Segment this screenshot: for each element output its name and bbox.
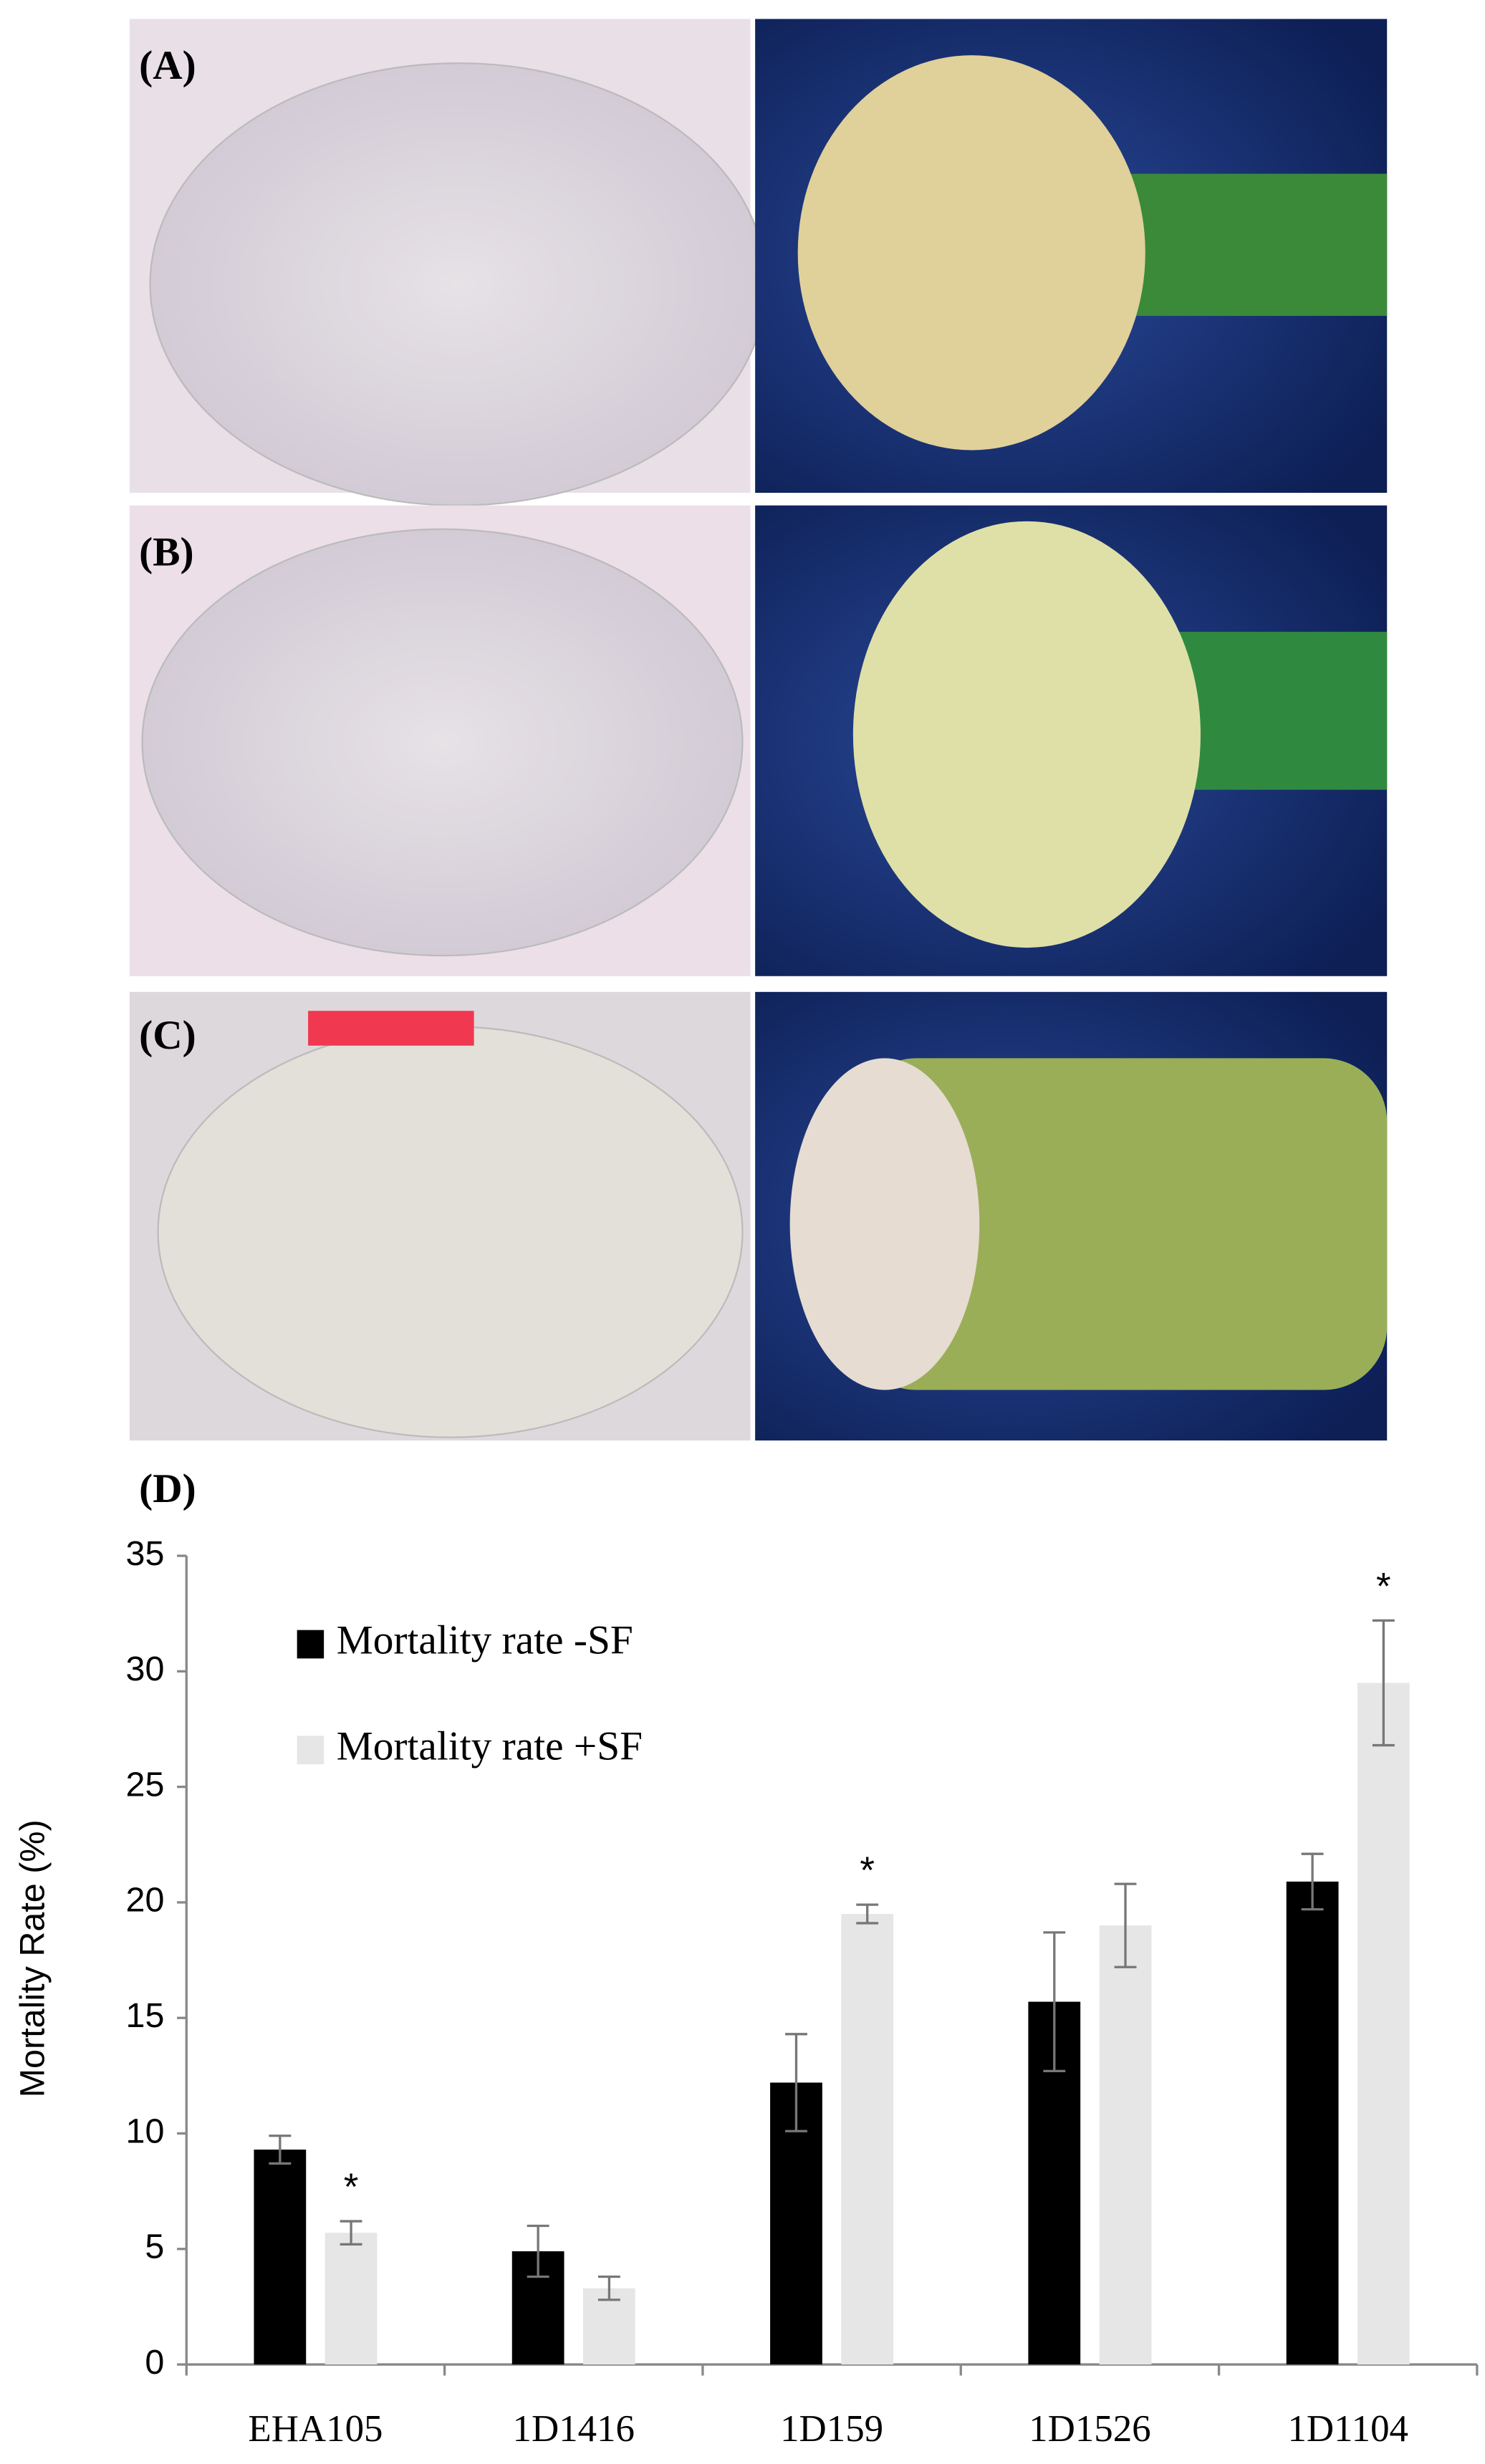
- x-tick-label: 1D159: [780, 2408, 883, 2450]
- stem: [852, 1058, 1388, 1390]
- y-tick-label: 0: [145, 2343, 164, 2382]
- legend-label: Mortality rate +SF: [337, 1723, 643, 1768]
- bar: [1286, 1881, 1339, 2365]
- dish-tag: [308, 1011, 474, 1046]
- legend-swatch: [297, 1630, 325, 1659]
- panel-label: (A): [139, 43, 196, 88]
- cut-end: [789, 1058, 980, 1390]
- x-tick-label: 1D1416: [513, 2408, 635, 2450]
- bar: [325, 2233, 378, 2365]
- y-tick-label: 25: [125, 1765, 164, 1804]
- panel-label: (C): [139, 1013, 196, 1058]
- panel-label: (D): [139, 1466, 196, 1511]
- dish: [149, 62, 767, 506]
- y-tick-label: 15: [125, 1996, 164, 2035]
- dish: [157, 1026, 744, 1438]
- callus: [797, 55, 1145, 451]
- significance-marker: *: [1376, 1565, 1391, 1607]
- significance-marker: *: [860, 1849, 875, 1892]
- panel-label: (B): [139, 529, 193, 574]
- significance-marker: *: [344, 2166, 359, 2208]
- y-tick-label: 20: [125, 1881, 164, 1920]
- bar: [841, 1914, 894, 2365]
- legend-swatch: [297, 1736, 325, 1765]
- x-tick-label: 1D1526: [1029, 2408, 1150, 2450]
- dish: [141, 528, 744, 957]
- y-axis-title: Mortality Rate (%): [13, 1819, 52, 2097]
- y-tick-label: 5: [145, 2228, 164, 2266]
- bar: [1357, 1683, 1410, 2365]
- x-tick-label: EHA105: [248, 2408, 383, 2450]
- bar: [1099, 1925, 1152, 2365]
- y-tick-label: 35: [125, 1534, 164, 1573]
- y-tick-label: 10: [125, 2112, 164, 2150]
- y-tick-label: 30: [125, 1650, 164, 1688]
- callus: [852, 521, 1201, 948]
- photos: [129, 19, 1388, 1441]
- bar: [254, 2150, 307, 2365]
- legend-label: Mortality rate -SF: [337, 1618, 633, 1663]
- x-tick-label: 1D1104: [1287, 2408, 1408, 2450]
